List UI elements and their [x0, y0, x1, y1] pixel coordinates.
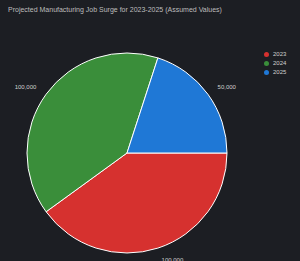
html-text:2023: 2023: [273, 51, 287, 57]
html-text:2024: 2024: [273, 60, 287, 66]
svg-text:50,000: 50,000: [218, 84, 237, 90]
svg-text:100,000: 100,000: [162, 257, 184, 261]
svg-text:100,000: 100,000: [15, 84, 37, 90]
html-text:2025: 2025: [273, 69, 287, 75]
html-text:Projected Manufacturing Job Su: Projected Manufacturing Job Surge for 20…: [8, 6, 222, 13]
